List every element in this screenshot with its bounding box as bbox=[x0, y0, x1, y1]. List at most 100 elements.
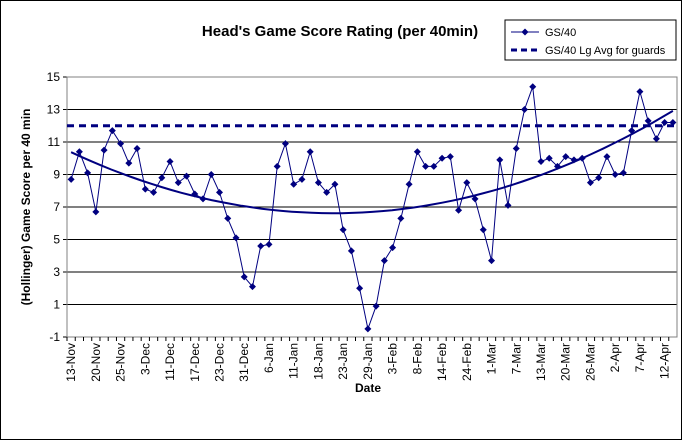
data-point bbox=[232, 234, 240, 242]
x-tick-label: 3-Dec bbox=[138, 343, 152, 375]
data-point bbox=[405, 180, 413, 188]
data-point bbox=[545, 154, 553, 162]
data-point bbox=[422, 162, 430, 170]
legend-marker bbox=[521, 28, 529, 36]
data-point bbox=[150, 188, 158, 196]
data-point bbox=[479, 226, 487, 234]
x-tick-label: 26-Mar bbox=[583, 343, 597, 381]
data-point bbox=[117, 140, 125, 148]
data-point bbox=[273, 162, 281, 170]
x-tick-label: 1-Mar bbox=[485, 343, 499, 374]
data-point bbox=[619, 169, 627, 177]
data-point bbox=[248, 283, 256, 291]
x-tick-label: 20-Nov bbox=[89, 343, 103, 382]
data-point bbox=[380, 257, 388, 265]
data-point bbox=[562, 153, 570, 161]
data-point bbox=[290, 180, 298, 188]
data-point bbox=[504, 201, 512, 209]
legend-label: GS/40 Lg Avg for guards bbox=[545, 45, 666, 57]
data-point bbox=[389, 244, 397, 252]
data-point bbox=[446, 153, 454, 161]
x-tick-label: 14-Feb bbox=[435, 343, 449, 381]
data-point bbox=[586, 179, 594, 187]
x-tick-label: 20-Mar bbox=[559, 343, 573, 381]
y-tick-label: -1 bbox=[49, 330, 60, 344]
y-tick-label: 9 bbox=[53, 168, 60, 182]
x-tick-label: 18-Jan bbox=[311, 343, 325, 380]
data-point bbox=[356, 284, 364, 292]
data-point bbox=[216, 188, 223, 196]
data-point bbox=[529, 83, 537, 91]
x-tick-label: 7-Apr bbox=[633, 343, 647, 372]
x-tick-label: 29-Jan bbox=[361, 343, 375, 380]
x-tick-label: 8-Feb bbox=[410, 343, 424, 375]
data-point bbox=[133, 145, 141, 152]
data-point bbox=[125, 159, 133, 167]
x-tick-label: 25-Nov bbox=[114, 343, 128, 382]
data-point bbox=[257, 242, 265, 250]
data-point bbox=[75, 148, 83, 156]
y-tick-label: 11 bbox=[48, 135, 61, 149]
data-point bbox=[397, 214, 405, 222]
data-point bbox=[141, 185, 149, 193]
data-point bbox=[413, 148, 421, 156]
data-point bbox=[306, 148, 314, 156]
x-tick-label: 24-Feb bbox=[460, 343, 474, 381]
data-point bbox=[92, 208, 100, 216]
data-point bbox=[298, 175, 306, 183]
data-point bbox=[240, 273, 248, 281]
x-tick-label: 11-Dec bbox=[163, 343, 177, 381]
legend-box bbox=[504, 19, 677, 61]
x-tick-label: 3-Feb bbox=[386, 343, 400, 375]
x-tick-label: 7-Mar bbox=[509, 343, 523, 374]
y-axis-title: (Hollinger) Game Score per 40 min bbox=[19, 109, 33, 306]
data-point bbox=[207, 171, 215, 178]
data-point bbox=[347, 247, 355, 255]
data-point bbox=[430, 162, 438, 170]
data-point bbox=[265, 240, 273, 248]
legend-label: GS/40 bbox=[545, 27, 576, 39]
x-tick-label: 13-Nov bbox=[64, 343, 78, 382]
y-tick-label: 3 bbox=[53, 265, 60, 279]
x-tick-label: 17-Dec bbox=[188, 343, 202, 382]
x-tick-label: 23-Dec bbox=[213, 343, 227, 382]
x-tick-label: 13-Mar bbox=[534, 343, 548, 381]
y-tick-label: 7 bbox=[53, 200, 60, 214]
chart-title: Head's Game Score Rating (per 40min) bbox=[202, 23, 478, 40]
data-point bbox=[224, 214, 232, 222]
data-point bbox=[661, 119, 669, 126]
data-point bbox=[323, 188, 331, 196]
y-tick-label: 1 bbox=[53, 298, 60, 312]
y-tick-label: 15 bbox=[47, 70, 61, 84]
data-point bbox=[158, 174, 166, 182]
data-point bbox=[521, 106, 528, 113]
data-point bbox=[512, 145, 520, 152]
trendline bbox=[70, 110, 674, 215]
data-point bbox=[455, 206, 463, 214]
y-tick-label: 13 bbox=[47, 103, 61, 117]
data-point bbox=[84, 169, 92, 177]
x-tick-label: 12-Apr bbox=[658, 343, 672, 379]
data-point bbox=[339, 226, 347, 234]
data-point bbox=[331, 180, 339, 188]
x-tick-label: 23-Jan bbox=[336, 343, 350, 380]
x-tick-label: 6-Jan bbox=[262, 343, 276, 373]
data-point bbox=[595, 174, 603, 182]
data-point bbox=[364, 325, 372, 333]
y-tick-label: 5 bbox=[53, 233, 60, 247]
data-point bbox=[636, 88, 644, 96]
data-point bbox=[438, 154, 446, 162]
data-point bbox=[652, 135, 660, 143]
x-tick-label: 11-Jan bbox=[287, 343, 301, 379]
data-point bbox=[603, 153, 611, 161]
data-point bbox=[281, 140, 289, 148]
data-point bbox=[183, 172, 191, 180]
data-point bbox=[471, 195, 479, 203]
x-tick-label: 31-Dec bbox=[237, 343, 251, 382]
data-point bbox=[611, 171, 619, 178]
data-point bbox=[67, 175, 75, 183]
data-point bbox=[372, 302, 380, 310]
data-point bbox=[108, 127, 116, 135]
data-point bbox=[314, 179, 322, 187]
